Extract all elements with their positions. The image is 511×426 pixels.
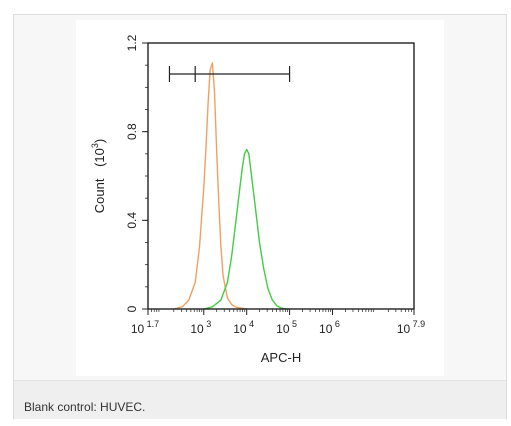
x-tick-label: 10 6	[319, 319, 340, 336]
y-tick-label: 1.2	[125, 34, 139, 51]
figure-area: 0 0.4 0.8 1.2 10 1.7 10 3 10 4 10 5 10 6 10 7.9 C…	[14, 15, 506, 380]
svg-text:Count (103): Count (103)	[90, 139, 107, 213]
gate-layer	[168, 66, 291, 83]
y-tick-label: 0	[125, 305, 139, 312]
x-tick-label: 10 1.7	[131, 319, 159, 336]
y-axis-unit: (10	[92, 148, 107, 167]
figure-caption: Blank control: HUVEC.	[24, 400, 146, 414]
y-axis-label: Count	[92, 178, 107, 213]
histogram-series-1	[173, 62, 247, 310]
x-tick-label: 10 3	[190, 319, 211, 336]
x-tick-label: 10 7.9	[397, 319, 425, 336]
histogram-series-2	[203, 148, 290, 310]
x-axis-label: APC-H	[261, 350, 301, 365]
y-tick-label: 0.4	[125, 212, 139, 229]
y-axis-unit-exponent: 3	[90, 143, 100, 148]
x-tick-label: 10 4	[233, 319, 254, 336]
figure-card: 0 0.4 0.8 1.2 10 1.7 10 3 10 4 10 5 10 6 10 7.9 C…	[13, 14, 507, 419]
y-axis-title: Count (103)	[90, 139, 107, 213]
caption-bar: Blank control: HUVEC.	[14, 380, 506, 419]
ticks-layer: 0 0.4 0.8 1.2 10 1.7 10 3 10 4 10 5 10 6 10 7.9	[125, 34, 425, 336]
histogram-panel: 0 0.4 0.8 1.2 10 1.7 10 3 10 4 10 5 10 6 10 7.9 C…	[76, 20, 444, 376]
y-axis-unit-close: )	[92, 139, 107, 143]
y-tick-label: 0.8	[125, 123, 139, 140]
plot-frame	[147, 42, 415, 310]
x-tick-label: 10 5	[276, 319, 297, 336]
flow-cytometry-histogram: 0 0.4 0.8 1.2 10 1.7 10 3 10 4 10 5 10 6 10 7.9 C…	[90, 34, 425, 365]
series-layer	[173, 62, 290, 310]
